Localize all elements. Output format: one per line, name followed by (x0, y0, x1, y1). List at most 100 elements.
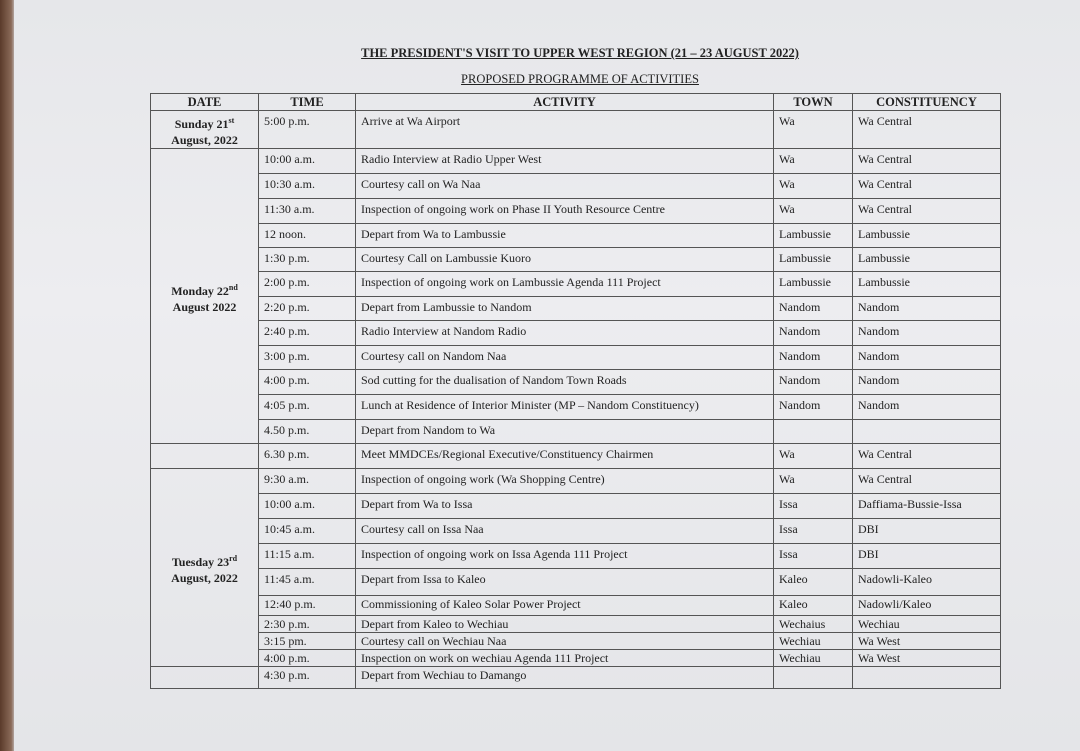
activity-cell: Meet MMDCEs/Regional Executive/Constitue… (355, 443, 774, 469)
town-cell: Lambussie (773, 223, 853, 248)
town-cell: Wa (773, 148, 853, 174)
constituency-cell: Wa West (852, 649, 1001, 667)
background-edge (0, 0, 16, 751)
table-row: 10:45 a.m. Courtesy call on Issa Naa Issa D… (151, 518, 1001, 544)
town-cell: Nandom (773, 394, 853, 420)
activity-cell: Depart from Lambussie to Nandom (355, 296, 774, 321)
table-row: 10:30 a.m. Courtesy call on Wa Naa Wa Wa Ce… (151, 173, 1001, 199)
constituency-cell (852, 419, 1001, 444)
activity-cell: Radio Interview at Radio Upper West (355, 148, 774, 174)
table-row: 11:45 a.m. Depart from Issa to Kaleo Kaleo… (151, 568, 1001, 596)
town-cell: Nandom (773, 296, 853, 321)
constituency-cell: Wechiau (852, 615, 1001, 633)
activity-cell: Depart from Kaleo to Wechiau (355, 615, 774, 633)
table-row: 12:40 p.m. Commissioning of Kaleo Solar P… (151, 595, 1001, 616)
table-row: 6.30 p.m. Meet MMDCEs/Regional Executive/… (150, 443, 1001, 469)
time-cell: 12:40 p.m. (258, 595, 356, 616)
date-cell (150, 666, 259, 689)
table-row: 4.50 p.m. Depart from Nandom to Wa (151, 419, 1001, 444)
time-cell: 5:00 p.m. (258, 110, 356, 149)
constituency-cell: Wa West (852, 632, 1001, 650)
town-cell (773, 666, 853, 689)
table-row: 2:40 p.m. Radio Interview at Nandom Radio… (151, 320, 1001, 346)
time-cell: 4:00 p.m. (258, 369, 356, 395)
activity-cell: Arrive at Wa Airport (355, 110, 774, 149)
constituency-cell: Wa Central (852, 148, 1001, 174)
table-row: 2:30 p.m. Depart from Kaleo to Wechiau Wec… (151, 615, 1001, 633)
table-row: 2:00 p.m. Inspection of ongoing work on L… (151, 271, 1001, 297)
date-cell: Monday 22nd August 2022 (150, 148, 259, 444)
document-title: THE PRESIDENT'S VISIT TO UPPER WEST REGI… (361, 46, 799, 60)
activity-cell: Inspection of ongoing work on Phase II Y… (355, 198, 774, 224)
time-cell: 1:30 p.m. (258, 247, 356, 272)
document-subtitle: PROPOSED PROGRAMME OF ACTIVITIES (461, 72, 699, 86)
table-row: Monday 22nd August 2022 10:00 a.m. Radio In… (150, 148, 1001, 444)
date-cell: Tuesday 23rd August, 2022 (150, 468, 259, 667)
constituency-cell: Nandom (852, 320, 1001, 346)
town-cell: Nandom (773, 369, 853, 395)
time-cell: 2:30 p.m. (258, 615, 356, 633)
time-cell: 11:15 a.m. (258, 543, 356, 569)
time-cell: 4:00 p.m. (258, 649, 356, 667)
time-cell: 11:45 a.m. (258, 568, 356, 596)
time-cell: 3:15 pm. (258, 632, 356, 650)
town-cell: Wechiau (773, 632, 853, 650)
date-cell (150, 443, 259, 469)
date-day: Sunday 21 (174, 117, 229, 131)
constituency-cell: Lambussie (852, 271, 1001, 297)
column-header-time: TIME (258, 93, 356, 111)
constituency-cell (852, 666, 1001, 689)
constituency-cell: DBI (852, 518, 1001, 544)
town-cell: Nandom (773, 345, 853, 370)
constituency-cell: Nandom (852, 296, 1001, 321)
town-cell: Kaleo (773, 595, 853, 616)
constituency-cell: Nandom (852, 345, 1001, 370)
constituency-cell: Nandom (852, 369, 1001, 395)
town-cell: Wa (773, 198, 853, 224)
constituency-cell: DBI (852, 543, 1001, 569)
town-cell: Issa (773, 543, 853, 569)
column-header-constituency: CONSTITUENCY (852, 93, 1001, 111)
time-cell: 10:00 a.m. (258, 493, 356, 519)
constituency-cell: Lambussie (852, 223, 1001, 248)
time-cell: 9:30 a.m. (258, 468, 356, 494)
activity-cell: Courtesy call on Wechiau Naa (355, 632, 774, 650)
table-row: 4:00 p.m. Sod cutting for the dualisation… (151, 369, 1001, 395)
town-cell: Wechiau (773, 649, 853, 667)
town-cell: Lambussie (773, 271, 853, 297)
table-row: Tuesday 23rd August, 2022 9:30 a.m. Inspect… (150, 468, 1001, 667)
table-row: 3:00 p.m. Courtesy call on Nandom Naa Nand… (151, 345, 1001, 370)
date-day: Tuesday 23 (171, 555, 230, 569)
table-row: 3:15 pm. Courtesy call on Wechiau Naa Wech… (151, 632, 1001, 650)
column-header-activity: ACTIVITY (355, 93, 774, 111)
time-cell: 11:30 a.m. (258, 198, 356, 224)
date-day: Monday 22 (171, 283, 229, 298)
column-header-date: DATE (150, 93, 259, 111)
town-cell: Lambussie (773, 247, 853, 272)
time-cell: 12 noon. (258, 223, 356, 248)
constituency-cell: Lambussie (852, 247, 1001, 272)
date-cell: Sunday 21st August, 2022 (150, 110, 259, 149)
table-row: 1:30 p.m. Courtesy Call on Lambussie Kuor… (151, 247, 1001, 272)
activity-cell: Depart from Issa to Kaleo (355, 568, 774, 596)
time-cell: 10:30 a.m. (258, 173, 356, 199)
date-suffix: st (228, 116, 235, 125)
table-row: 11:30 a.m. Inspection of ongoing work on … (151, 198, 1001, 224)
town-cell: Kaleo (773, 568, 853, 596)
table-row: 4:30 p.m. Depart from Wechiau to Damango (150, 666, 1001, 689)
time-cell: 10:00 a.m. (258, 148, 356, 174)
town-cell: Wa (773, 110, 853, 149)
table-row: 11:15 a.m. Inspection of ongoing work on … (151, 543, 1001, 569)
constituency-cell: Wa Central (852, 443, 1001, 469)
town-cell: Wa (773, 173, 853, 199)
activity-cell: Depart from Nandom to Wa (355, 419, 774, 444)
activity-cell: Lunch at Residence of Interior Minister … (355, 394, 774, 420)
constituency-cell: Wa Central (852, 198, 1001, 224)
activity-cell: Radio Interview at Nandom Radio (355, 320, 774, 346)
table-row: 4:05 p.m. Lunch at Residence of Interior … (151, 394, 1001, 420)
activity-cell: Inspection on work on wechiau Agenda 111… (355, 649, 774, 667)
table-row: 12 noon. Depart from Wa to Lambussie Lambu… (151, 223, 1001, 248)
constituency-cell: Wa Central (852, 468, 1001, 494)
table-header: DATE TIME ACTIVITY TOWN CONSTITUENCY (150, 93, 1001, 111)
date-suffix: rd (229, 554, 238, 563)
